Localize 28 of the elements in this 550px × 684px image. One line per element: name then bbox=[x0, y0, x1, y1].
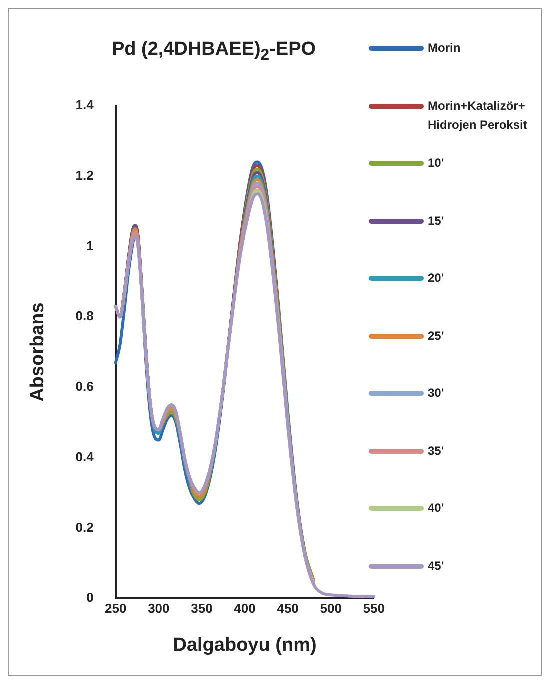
x-tick-label: 350 bbox=[191, 600, 213, 616]
y-tick-label: 0 bbox=[86, 590, 94, 606]
x-tick-label: 400 bbox=[234, 600, 256, 616]
y-tick-label: 1 bbox=[86, 238, 94, 254]
y-axis-title: Absorbans bbox=[28, 302, 49, 402]
x-tick-label: 550 bbox=[363, 600, 386, 616]
legend-label: Morin+Katalizör+ Hidrojen Peroksit bbox=[428, 98, 528, 134]
legend-label: 45' bbox=[428, 558, 446, 574]
y-tick-label: 0.6 bbox=[76, 379, 94, 394]
y-tick-label: 0.4 bbox=[76, 449, 95, 464]
x-tick-label: 500 bbox=[320, 600, 342, 616]
y-tick-label: 1.2 bbox=[76, 168, 94, 183]
legend-label: 10' bbox=[428, 155, 446, 172]
x-tick-label: 250 bbox=[105, 600, 127, 616]
legend-label: 25' bbox=[428, 328, 446, 344]
chart-title: Pd (2,4DHBAEE)$_{2}$-EPO bbox=[110, 39, 318, 65]
x-tick-label: 450 bbox=[277, 600, 299, 616]
y-tick-label: 0.2 bbox=[76, 520, 94, 535]
y-tick-label: 1.4 bbox=[76, 98, 95, 113]
y-tick-label: 0.8 bbox=[76, 308, 94, 324]
legend-label: 15' bbox=[428, 212, 446, 230]
legend-label: 35' bbox=[428, 442, 446, 460]
legend-label: Morin bbox=[428, 40, 462, 57]
legend-label: 40' bbox=[428, 500, 446, 517]
x-axis-title: Dalgaboyu (nm) bbox=[173, 634, 317, 656]
x-tick-label: 300 bbox=[148, 600, 170, 616]
legend-label: 30' bbox=[428, 385, 446, 402]
legend-label: 20' bbox=[428, 270, 446, 287]
